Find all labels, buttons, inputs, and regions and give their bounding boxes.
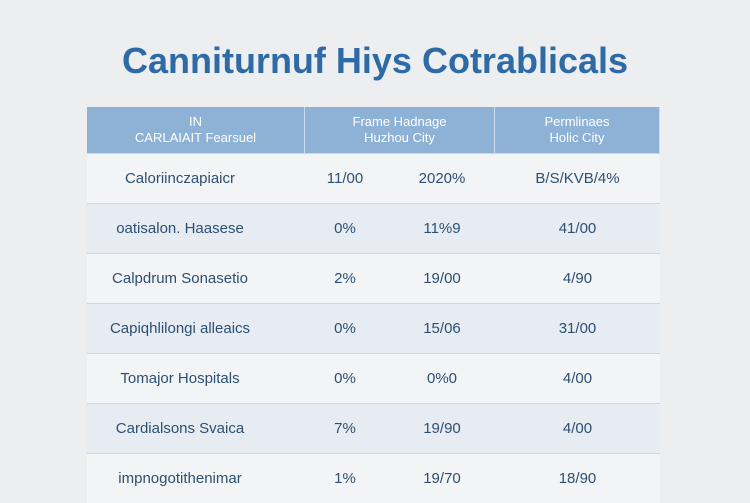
table-row: Tomajor Hospitals 0% 0%0 4/00 [87,353,660,403]
table-cell: 19/00 [423,270,461,287]
table-cell: Capiqhlilongi alleaics [109,320,251,337]
header-cell: Permlinaes Holic City [495,107,660,153]
table-cell: 11/00 [326,170,364,187]
table-row: Capiqhlilongi alleaics 0% 15/06 31/00 [87,303,660,353]
table-cell: 7% [334,420,356,437]
table-cell: 0% [334,220,356,237]
table-cell: impnogotithenimar [118,470,242,487]
table-cell: 1% [334,470,356,487]
table-cell: 0% [334,370,356,387]
table-cell: 4/90 [562,270,593,287]
header-line: Huzhou City [364,130,435,145]
header-line: Holic City [549,130,605,145]
table-cell: Calpdrum Sonasetio [112,270,248,287]
title: Canniturnuf Hiys Cotrablicals [121,40,629,81]
table-cell: Cardialsons Svaica [115,420,245,437]
table-cell: 15/06 [423,320,461,337]
table-cell: oatisalon. Haasese [116,220,244,237]
table-cell: 0% [334,320,356,337]
table-cell: 4/00 [562,370,593,387]
table-cell: 19/90 [423,420,461,437]
table-cell: Caloriinczapiaicr [124,170,236,187]
table-cell: 41/00 [558,220,597,237]
table-row: Cardialsons Svaica 7% 19/90 4/00 [87,403,660,453]
table-row: oatisalon. Haasese 0% 11%9 41/00 [87,203,660,253]
table-cell: 0%0 [426,370,458,387]
header-line: Frame Hadnage [352,114,447,129]
table: IN CARLAIAIT Fearsuel Frame Hadnage Huzhou … [87,107,660,503]
table-cell: 19/70 [423,470,461,487]
header-line: CARLAIAIT Fearsuel [134,130,257,145]
table-row: Calpdrum Sonasetio 2% 19/00 4/90 [87,253,660,303]
table-cell: 2% [334,270,356,287]
header-line: IN [189,114,202,129]
table-cell: 11%9 [423,220,461,237]
table-row: Caloriinczapiaicr 11/00 2020% B/S/KVB/4% [87,153,660,203]
header-cell: Frame Hadnage Huzhou City [305,107,495,153]
header-line: Permlinaes [544,114,610,129]
table-cell: B/S/KVB/4% [535,170,620,187]
table-row: impnogotithenimar 1% 19/70 18/90 [87,453,660,503]
table-cell: 31/00 [558,320,597,337]
table-cell: 18/90 [558,470,597,487]
table-cell: 2020% [418,170,466,187]
table-cell: 4/00 [562,420,593,437]
header-cell: IN CARLAIAIT Fearsuel [87,107,305,153]
table-cell: Tomajor Hospitals [120,370,240,387]
